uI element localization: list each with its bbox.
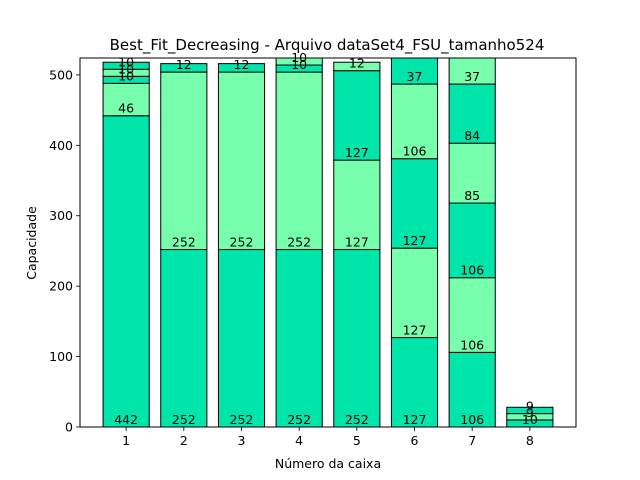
y-tick-label: 0: [65, 420, 73, 435]
x-tick-label: 6: [411, 433, 419, 448]
bar-segment: [333, 249, 381, 427]
segment-value-label: 127: [345, 145, 369, 160]
bar-segment: [448, 277, 496, 353]
x-tick-label: 7: [468, 433, 476, 448]
segment-value-label: 9: [526, 405, 534, 420]
segment-value-label: 106: [460, 412, 484, 427]
segment-value-label: 127: [403, 233, 427, 248]
y-axis: 0 100 200 300 400 500: [49, 67, 80, 435]
segment-value-label: 127: [403, 412, 427, 427]
bar-segment: [390, 158, 439, 249]
segment-value-label: 252: [287, 412, 311, 427]
bar-segment: [102, 61, 150, 70]
segment-value-label: 252: [287, 235, 311, 250]
y-tick-label: 200: [49, 279, 73, 294]
bar-segment: [390, 337, 439, 427]
bar-segment: [217, 63, 266, 73]
bar-segment: [506, 406, 554, 415]
bar-segment: [448, 58, 496, 85]
x-tick-label: 2: [180, 433, 188, 448]
segment-value-label: 10: [118, 54, 134, 69]
segment-value-label: 85: [464, 188, 480, 203]
bar-segment: [333, 70, 381, 161]
bar-segment: [160, 249, 208, 427]
bar-segment: [448, 142, 496, 204]
bar-segment: [390, 83, 439, 160]
segment-value-label: 252: [230, 412, 254, 427]
bar-segment: [102, 82, 150, 117]
segment-value-label: 46: [118, 101, 134, 116]
segment-value-label: 252: [172, 412, 196, 427]
segment-value-label: 10: [118, 68, 134, 83]
segment-value-label: 252: [345, 412, 369, 427]
segment-value-label: 10: [291, 57, 307, 72]
y-tick-label: 100: [49, 349, 73, 364]
segment-value-label: 127: [403, 323, 427, 338]
segment-value-label: 106: [403, 144, 427, 159]
bar-segment: [390, 58, 439, 85]
y-tick-label: 300: [49, 208, 73, 223]
segment-value-label: 252: [230, 235, 254, 250]
chart-title: Best_Fit_Decreasing - Arquivo dataSet4_F…: [110, 36, 545, 55]
bar-segment: [448, 202, 496, 279]
segment-value-label: 12: [234, 57, 250, 72]
segment-value-label: 10: [522, 412, 538, 427]
bar-segment: [333, 159, 381, 251]
x-tick-label: 1: [122, 433, 130, 448]
x-axis-title: Número da caixa: [275, 456, 381, 471]
bar-segment: [102, 115, 150, 427]
x-tick-label: 8: [526, 433, 534, 448]
segment-value-label: 252: [172, 235, 196, 250]
bar-segment: [275, 249, 323, 427]
y-tick-label: 400: [49, 138, 73, 153]
y-tick-label: 500: [49, 67, 73, 82]
segment-value-label: 37: [464, 69, 480, 84]
bar-segment: [333, 61, 381, 72]
x-tick-label: 5: [353, 433, 361, 448]
bar-segment: [160, 63, 208, 73]
bar-segment: [217, 249, 266, 427]
segment-value-label: 10: [118, 61, 134, 76]
segment-value-label: 12: [349, 56, 365, 71]
bar-segment: [160, 71, 208, 251]
bar-segment: [448, 351, 496, 427]
segment-value-label: 127: [345, 235, 369, 250]
segment-value-label: 442: [114, 412, 138, 427]
segment-labels-layer: 4424610101025225212252252122522521010252…: [114, 50, 538, 427]
bar-segment: [275, 58, 323, 66]
segment-value-label: 9: [526, 399, 534, 414]
segment-value-label: 84: [464, 128, 480, 143]
segment-value-label: 12: [176, 57, 192, 72]
bar-segment: [275, 71, 323, 251]
bar-segment: [390, 247, 439, 339]
plot-frame: [79, 57, 577, 428]
bar-segment: [217, 71, 266, 251]
segment-value-label: 106: [460, 337, 484, 352]
y-axis-title: Capacidade: [24, 206, 39, 280]
segment-value-label: 37: [407, 69, 423, 84]
bars-layer: [102, 58, 554, 427]
segment-value-label: 106: [460, 263, 484, 278]
x-tick-label: 3: [238, 433, 246, 448]
x-axis: 1 2 3 4 5 6 7 8: [122, 427, 534, 448]
x-tick-label: 4: [295, 433, 303, 448]
